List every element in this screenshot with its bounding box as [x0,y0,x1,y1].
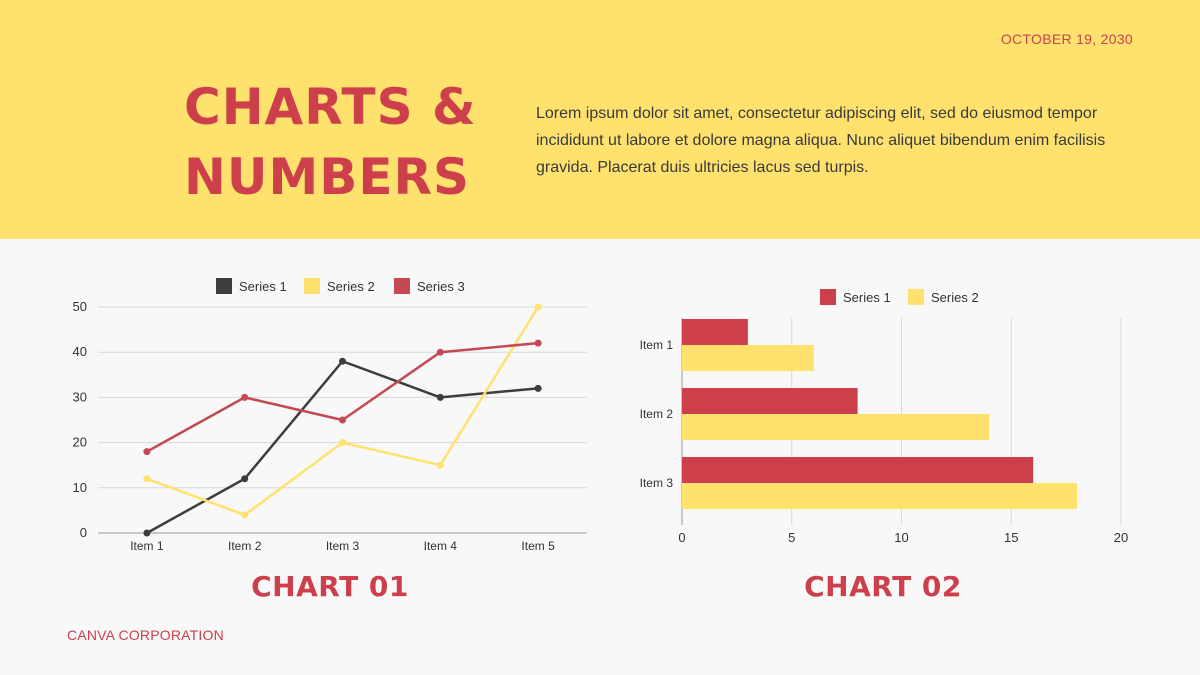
x-tick-label: 0 [678,530,685,545]
bar [682,483,1078,509]
bar [682,457,1034,483]
data-point [436,348,444,356]
legend-swatch [216,278,232,294]
legend-swatch [908,289,924,305]
legend-label: Series 2 [931,290,979,305]
data-point [436,461,444,469]
legend-swatch [820,289,836,305]
y-tick-label: 30 [73,389,87,404]
legend-label: Series 2 [327,279,375,294]
legend-swatch [304,278,320,294]
x-tick-label: 5 [788,530,795,545]
x-tick-label: 20 [1114,530,1128,545]
title-line-2: NUMBERS [184,148,470,206]
bar [682,414,990,440]
header-band [0,0,1200,239]
x-tick-label: Item 3 [326,539,360,553]
y-tick-label: Item 1 [640,338,674,352]
data-point [143,448,151,456]
x-tick-label: 10 [894,530,908,545]
y-tick-label: 40 [73,344,87,359]
data-point [241,511,249,519]
intro-paragraph: Lorem ipsum dolor sit amet, consectetur … [536,105,1106,176]
y-tick-label: 10 [73,480,87,495]
data-point [241,475,249,483]
y-tick-label: 0 [80,525,87,540]
data-point [534,303,542,311]
legend-label: Series 1 [239,279,287,294]
title-line-1: CHARTS & [184,78,477,136]
company-name: CANVA CORPORATION [67,627,224,643]
data-point [339,439,346,447]
bar [682,345,814,371]
y-tick-label: Item 2 [640,407,674,421]
y-tick-label: 20 [73,435,87,450]
legend-swatch [394,278,410,294]
chart-02-title: CHART 02 [804,570,962,603]
x-tick-label: Item 1 [130,539,164,553]
data-point [534,384,542,392]
data-point [436,393,444,401]
x-tick-label: Item 2 [228,539,262,553]
data-point [143,475,151,483]
data-point [339,357,346,365]
data-point [339,416,346,424]
y-tick-label: 50 [73,299,87,314]
chart-01-title: CHART 01 [251,570,409,603]
x-tick-label: Item 4 [424,539,458,553]
x-tick-label: Item 5 [521,539,555,553]
page-title: CHARTS & NUMBERS [184,72,514,212]
bar [682,319,748,345]
y-tick-label: Item 3 [640,476,674,490]
data-point [241,393,249,401]
data-point [534,339,542,347]
date-label: OCTOBER 19, 2030 [1000,31,1133,47]
x-tick-label: 15 [1004,530,1018,545]
legend-label: Series 1 [843,290,891,305]
bar [682,388,858,414]
data-point [143,529,151,537]
legend-label: Series 3 [417,279,465,294]
